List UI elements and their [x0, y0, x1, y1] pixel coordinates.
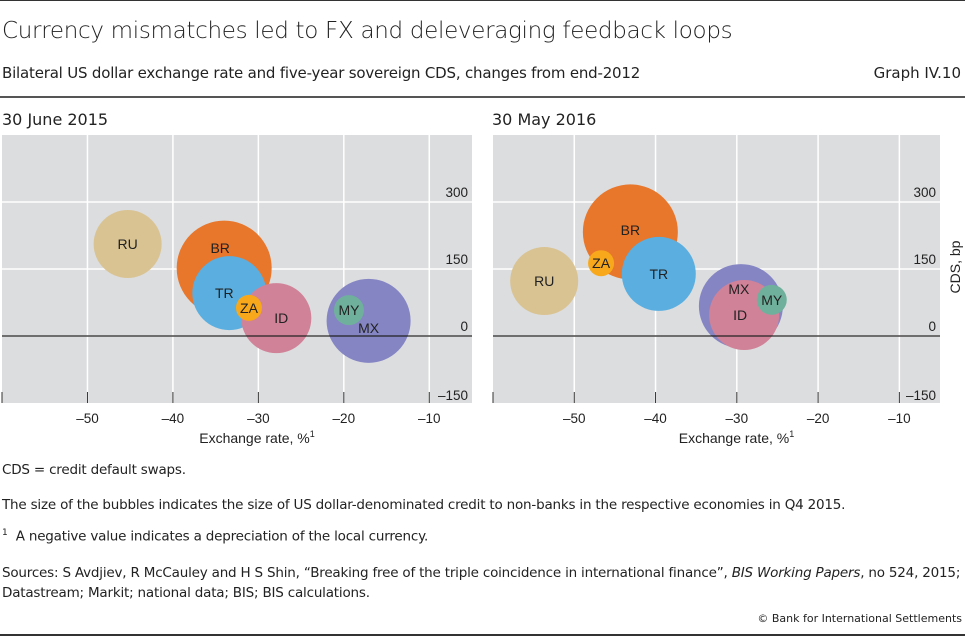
sources-text-end: , no 524, 2015; Datastream; Markit; nati…: [2, 565, 961, 601]
bubble-chart-left: RU BR MX TR ID ZA MY –50 –40 –30 –20 –10 –150 0 150 300…: [1, 135, 472, 446]
footnote-text: A negative value indicates a depreciatio…: [15, 528, 429, 545]
x-tick-label: –50: [563, 411, 586, 426]
x-axis-footnote-marker: 1: [310, 429, 315, 439]
bubble-chart-right: RU BR ZA TR MX ID MY –50 –40 –30 –20 –10 –150 0 150 300…: [492, 135, 963, 446]
y-tick-label: 150: [445, 252, 468, 267]
top-rule: [0, 0, 965, 1]
x-tick-label: –40: [162, 411, 185, 426]
bubble-tr: [621, 236, 696, 311]
x-tick-label: –20: [807, 411, 830, 426]
x-axis-footnote-marker: 1: [789, 429, 794, 439]
bubble-ru: [510, 247, 579, 316]
x-tick-label: –30: [726, 411, 749, 426]
x-axis-label: Exchange rate, %1: [199, 429, 315, 446]
bubble-label-tr: TR: [215, 285, 234, 301]
y-tick-label: 300: [445, 185, 468, 200]
panel-title-left: 30 June 2015: [2, 110, 109, 129]
x-tick-label: –30: [247, 411, 270, 426]
graph-id: Graph IV.10: [873, 64, 961, 82]
bubble-label-za: ZA: [592, 255, 611, 271]
footnote-marker: 1: [2, 528, 8, 538]
bottom-rule: [0, 634, 965, 636]
header-rule: [0, 96, 965, 98]
y-tick-label: 0: [928, 319, 936, 334]
bubble-label-tr: TR: [649, 266, 668, 282]
y-tick-label: –150: [906, 388, 936, 403]
charts-canvas: RU BR MX TR ID ZA MY –50 –40 –30 –20 –10 –150 0 150 300…: [1, 135, 963, 446]
chart-subtitle: Bilateral US dollar exchange rate and fi…: [2, 64, 641, 82]
bubble-za: [235, 294, 262, 321]
bubble-label-za: ZA: [240, 300, 259, 316]
bubble-label-my: MY: [761, 292, 783, 308]
bubble-za: [588, 250, 615, 277]
x-tick-label: –40: [644, 411, 667, 426]
copyright: © Bank for International Settlements: [757, 612, 962, 625]
bubble-ru: [93, 209, 162, 278]
bubble-label-ru: RU: [534, 273, 554, 289]
x-tick-label: –10: [418, 411, 441, 426]
note-sources: Sources: S Avdjiev, R McCauley and H S S…: [2, 563, 962, 603]
y-tick-label: 0: [460, 319, 468, 334]
y-axis-label: CDS, bp: [947, 240, 963, 293]
x-tick-label: –10: [888, 411, 911, 426]
y-tick-label: 150: [913, 252, 936, 267]
bubble-my: [756, 284, 787, 315]
note-bubbles: The size of the bubbles indicates the si…: [2, 497, 846, 513]
chart-title: Currency mismatches led to FX and deleve…: [2, 18, 733, 44]
bubble-label-mx: MX: [728, 281, 750, 297]
bubble-label-ru: RU: [118, 236, 138, 252]
x-tick-label: –20: [333, 411, 356, 426]
note-abbrev: CDS = credit default swaps.: [2, 462, 186, 478]
note-footnote: 1 A negative value indicates a depreciat…: [2, 528, 428, 545]
y-tick-label: 300: [913, 185, 936, 200]
bubble-label-my: MY: [338, 302, 360, 318]
y-tick-label: –150: [438, 388, 468, 403]
bubble-label-id: ID: [274, 310, 288, 326]
sources-publication: BIS Working Papers: [731, 565, 861, 581]
bubble-label-mx: MX: [358, 320, 380, 336]
bubble-label-br: BR: [621, 222, 640, 238]
bubble-my: [333, 295, 364, 326]
x-tick-label: –50: [76, 411, 99, 426]
panel-title-right: 30 May 2016: [492, 110, 597, 129]
x-axis-label: Exchange rate, %1: [679, 429, 795, 446]
bubble-label-id: ID: [733, 307, 747, 323]
bubble-label-br: BR: [210, 240, 229, 256]
sources-text: Sources: S Avdjiev, R McCauley and H S S…: [2, 565, 732, 581]
